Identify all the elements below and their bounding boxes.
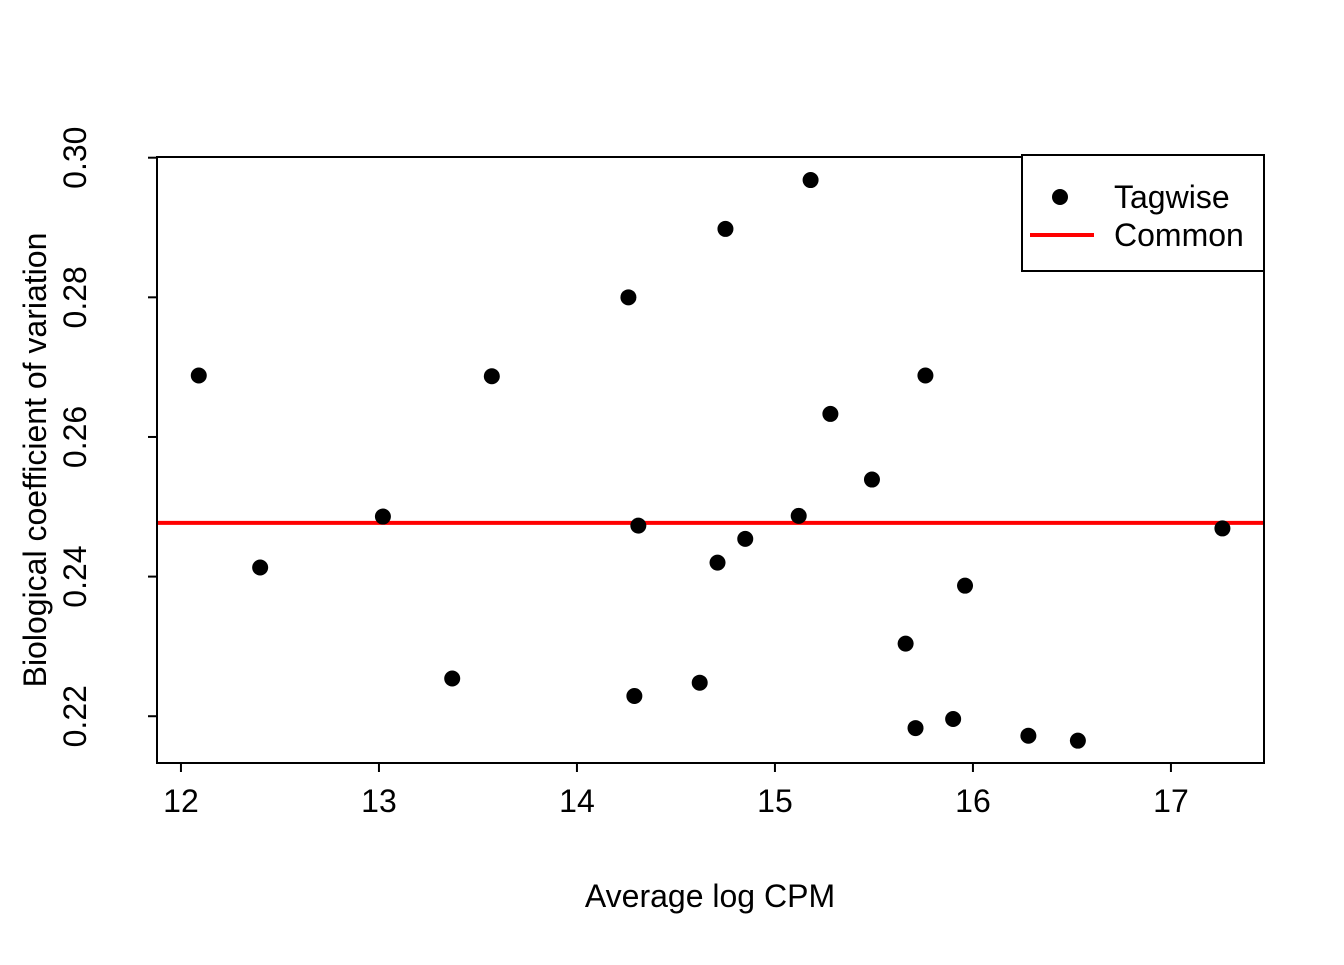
data-point <box>483 368 500 385</box>
data-point <box>190 367 207 384</box>
data-point <box>374 508 391 525</box>
legend-label-common: Common <box>1114 217 1244 253</box>
axes-layer: 12 13 14 15 16 17 0.22 0.24 0.26 0.28 0.30 <box>57 127 1265 819</box>
data-point <box>917 367 934 384</box>
x-tick-label: 14 <box>559 783 595 819</box>
y-axis-title: Biological coefficient of variation <box>17 233 53 688</box>
data-point <box>1214 520 1231 537</box>
data-point <box>822 405 839 422</box>
data-point <box>1069 732 1086 749</box>
y-tick-label: 0.24 <box>57 545 93 607</box>
x-tick-label: 17 <box>1153 783 1189 819</box>
data-point <box>444 670 461 687</box>
x-tick-label: 12 <box>163 783 199 819</box>
y-tick-label: 0.26 <box>57 406 93 468</box>
data-point <box>630 517 647 534</box>
x-axis-title: Average log CPM <box>585 878 835 914</box>
data-point <box>945 711 962 728</box>
data-point <box>691 674 708 691</box>
data-point <box>717 220 734 237</box>
legend-point-symbol <box>1052 189 1068 205</box>
data-point <box>790 507 807 524</box>
data-point <box>626 687 643 704</box>
data-point <box>252 559 269 576</box>
data-point <box>802 172 819 189</box>
data-point <box>1020 727 1037 744</box>
x-tick-label: 16 <box>955 783 991 819</box>
data-point <box>620 289 637 306</box>
data-point <box>907 720 924 737</box>
tagwise-points-layer <box>190 172 1231 749</box>
data-point <box>957 577 974 594</box>
y-tick-label: 0.30 <box>57 127 93 189</box>
data-point <box>737 530 754 547</box>
data-point <box>897 635 914 652</box>
x-tick-label: 13 <box>361 783 397 819</box>
y-tick-label: 0.28 <box>57 266 93 328</box>
x-tick-label: 15 <box>757 783 793 819</box>
y-tick-label: 0.22 <box>57 685 93 747</box>
data-point <box>709 554 726 571</box>
legend-label-tagwise: Tagwise <box>1114 179 1230 215</box>
data-point <box>863 471 880 488</box>
legend-box <box>1021 154 1265 272</box>
plot-border <box>156 156 1265 764</box>
